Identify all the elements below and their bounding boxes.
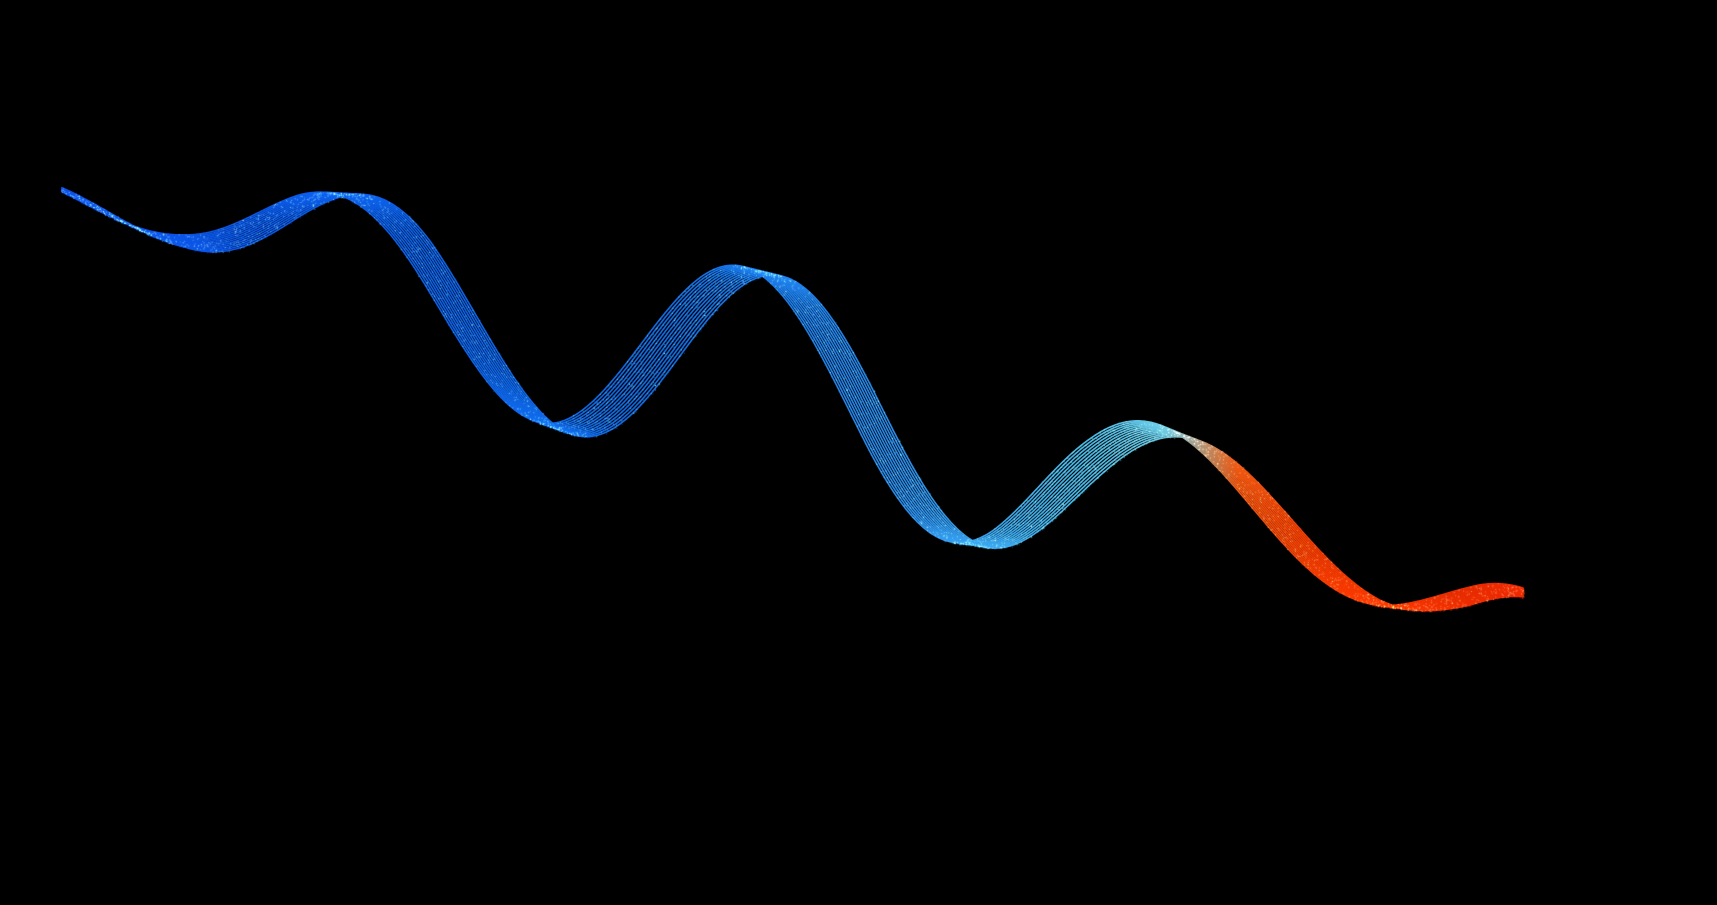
sine-ribbon-speckle-layer (0, 0, 1717, 905)
figure-canvas (0, 0, 1717, 905)
